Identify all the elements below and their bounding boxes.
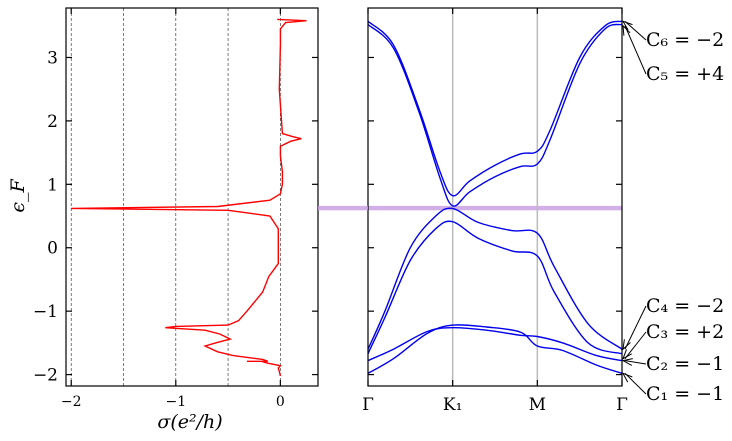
chern-label: C₄ = −2 [646, 295, 724, 317]
x-tick-label: 0 [276, 394, 285, 410]
annotation-arrowhead [622, 349, 632, 360]
band4-line [367, 207, 623, 350]
x-tick-label: K₁ [443, 395, 463, 415]
annotation-arrow [624, 360, 647, 365]
left-y-ticks: −2 −1 0 1 2 3 [33, 48, 318, 386]
annotation-arrowhead [621, 358, 633, 366]
band6-line [367, 20, 623, 197]
band5-line [367, 23, 623, 207]
fermi-level-highlight [368, 205, 622, 211]
band-structure [367, 20, 623, 374]
right-gridlines [451, 8, 539, 386]
chern-label: C₂ = −1 [646, 353, 724, 375]
right-panel: Γ K₁ M Γ C₆ = −2 C₅ = +4 C₄ = −2 C₃ = +2 C₂ = −… [362, 7, 724, 415]
annotation-arrowhead [621, 20, 633, 31]
annotation-arrow [624, 372, 647, 395]
annotation-arrowhead [622, 339, 631, 351]
chern-annotations: C₆ = −2 C₅ = +4 C₄ = −2 C₃ = +2 C₂ = −1 C₁ = … [621, 20, 724, 405]
x-axis-label: σ(e²/h) [157, 411, 222, 433]
x-tick-label: Γ [616, 395, 628, 415]
left-x-ticks: −2 −1 0 [61, 8, 285, 410]
chern-label: C₅ = +4 [646, 63, 724, 85]
left-panel: −2 −1 0 −2 −1 0 1 2 3 σ(e²/h) ϵ_F [7, 7, 319, 433]
right-axes-frame [367, 7, 623, 387]
x-tick-label: −2 [61, 394, 82, 410]
y-tick-label: 0 [47, 239, 58, 259]
annotation-arrow [624, 305, 647, 350]
right-x-ticks: Γ K₁ M Γ [362, 8, 628, 415]
y-tick-label: 1 [47, 175, 58, 195]
chern-label: C₃ = +2 [646, 321, 724, 343]
chern-label: C₁ = −1 [646, 383, 724, 405]
right-y-ticks [368, 56, 622, 376]
fermi-level-highlight-left [318, 205, 368, 211]
annotation-arrow [624, 25, 647, 75]
x-tick-label: −1 [165, 394, 186, 410]
annotation-arrowhead [621, 372, 633, 383]
conductivity-curve [71, 18, 307, 377]
band2-line [367, 326, 623, 362]
left-axes-frame [65, 7, 319, 387]
y-tick-label: −2 [33, 366, 58, 386]
y-tick-label: 3 [47, 48, 58, 68]
band1-line [367, 324, 623, 374]
band3-line [367, 220, 623, 355]
x-tick-label: Γ [362, 395, 374, 415]
annotation-arrow [624, 331, 647, 360]
annotation-arrow [624, 20, 647, 41]
chern-label: C₆ = −2 [646, 29, 724, 51]
left-gridlines [70, 8, 281, 386]
y-tick-label: 2 [47, 112, 58, 132]
annotation-arrowhead [622, 24, 631, 36]
y-tick-label: −1 [33, 302, 58, 322]
y-axis-label: ϵ_F [7, 179, 29, 213]
x-tick-label: M [529, 395, 546, 415]
